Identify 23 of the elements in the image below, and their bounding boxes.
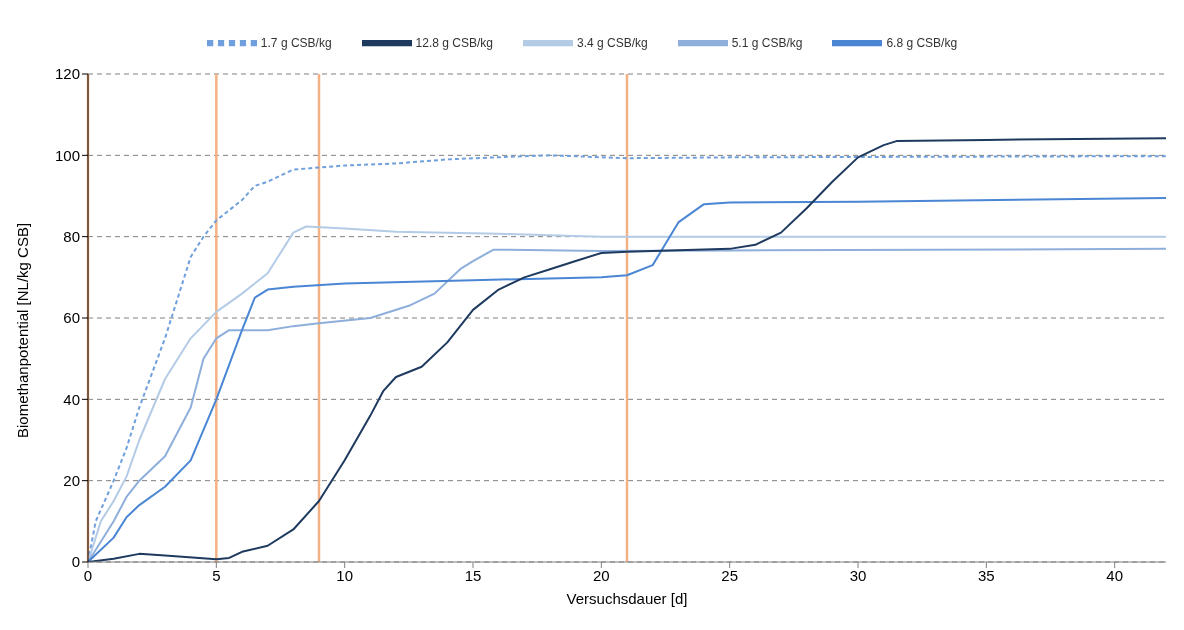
x-tick-label: 0 (83, 566, 93, 584)
legend-label: 5.1 g CSB/kg (731, 36, 803, 51)
y-tick-label: 80 (63, 227, 80, 245)
y-tick-label: 60 (63, 309, 80, 327)
y-tick-label: 40 (63, 390, 80, 408)
x-tick-label: 35 (977, 566, 995, 584)
x-tick-label: 5 (212, 566, 221, 584)
x-tick-label: 20 (592, 566, 610, 584)
y-tick-label: 120 (54, 65, 80, 83)
x-tick-label: 40 (1106, 566, 1124, 584)
x-tick-label: 25 (721, 566, 739, 584)
y-tick-label: 100 (54, 146, 80, 164)
x-tick-label: 30 (849, 566, 867, 584)
legend-label: 3.4 g CSB/kg (576, 36, 648, 51)
legend-label: 12.8 g CSB/kg (415, 36, 493, 51)
y-tick-label: 0 (71, 553, 80, 571)
legend-label: 6.8 g CSB/kg (886, 36, 958, 51)
x-tick-label: 10 (336, 566, 354, 584)
y-axis-title: Biomethanpotential [NL/kg CSB] (14, 222, 32, 438)
legend-label: 1.7 g CSB/kg (260, 36, 332, 51)
x-tick-label: 15 (464, 566, 482, 584)
y-tick-label: 20 (63, 471, 80, 489)
x-axis-title: Versuchsdauer [d] (566, 590, 688, 607)
